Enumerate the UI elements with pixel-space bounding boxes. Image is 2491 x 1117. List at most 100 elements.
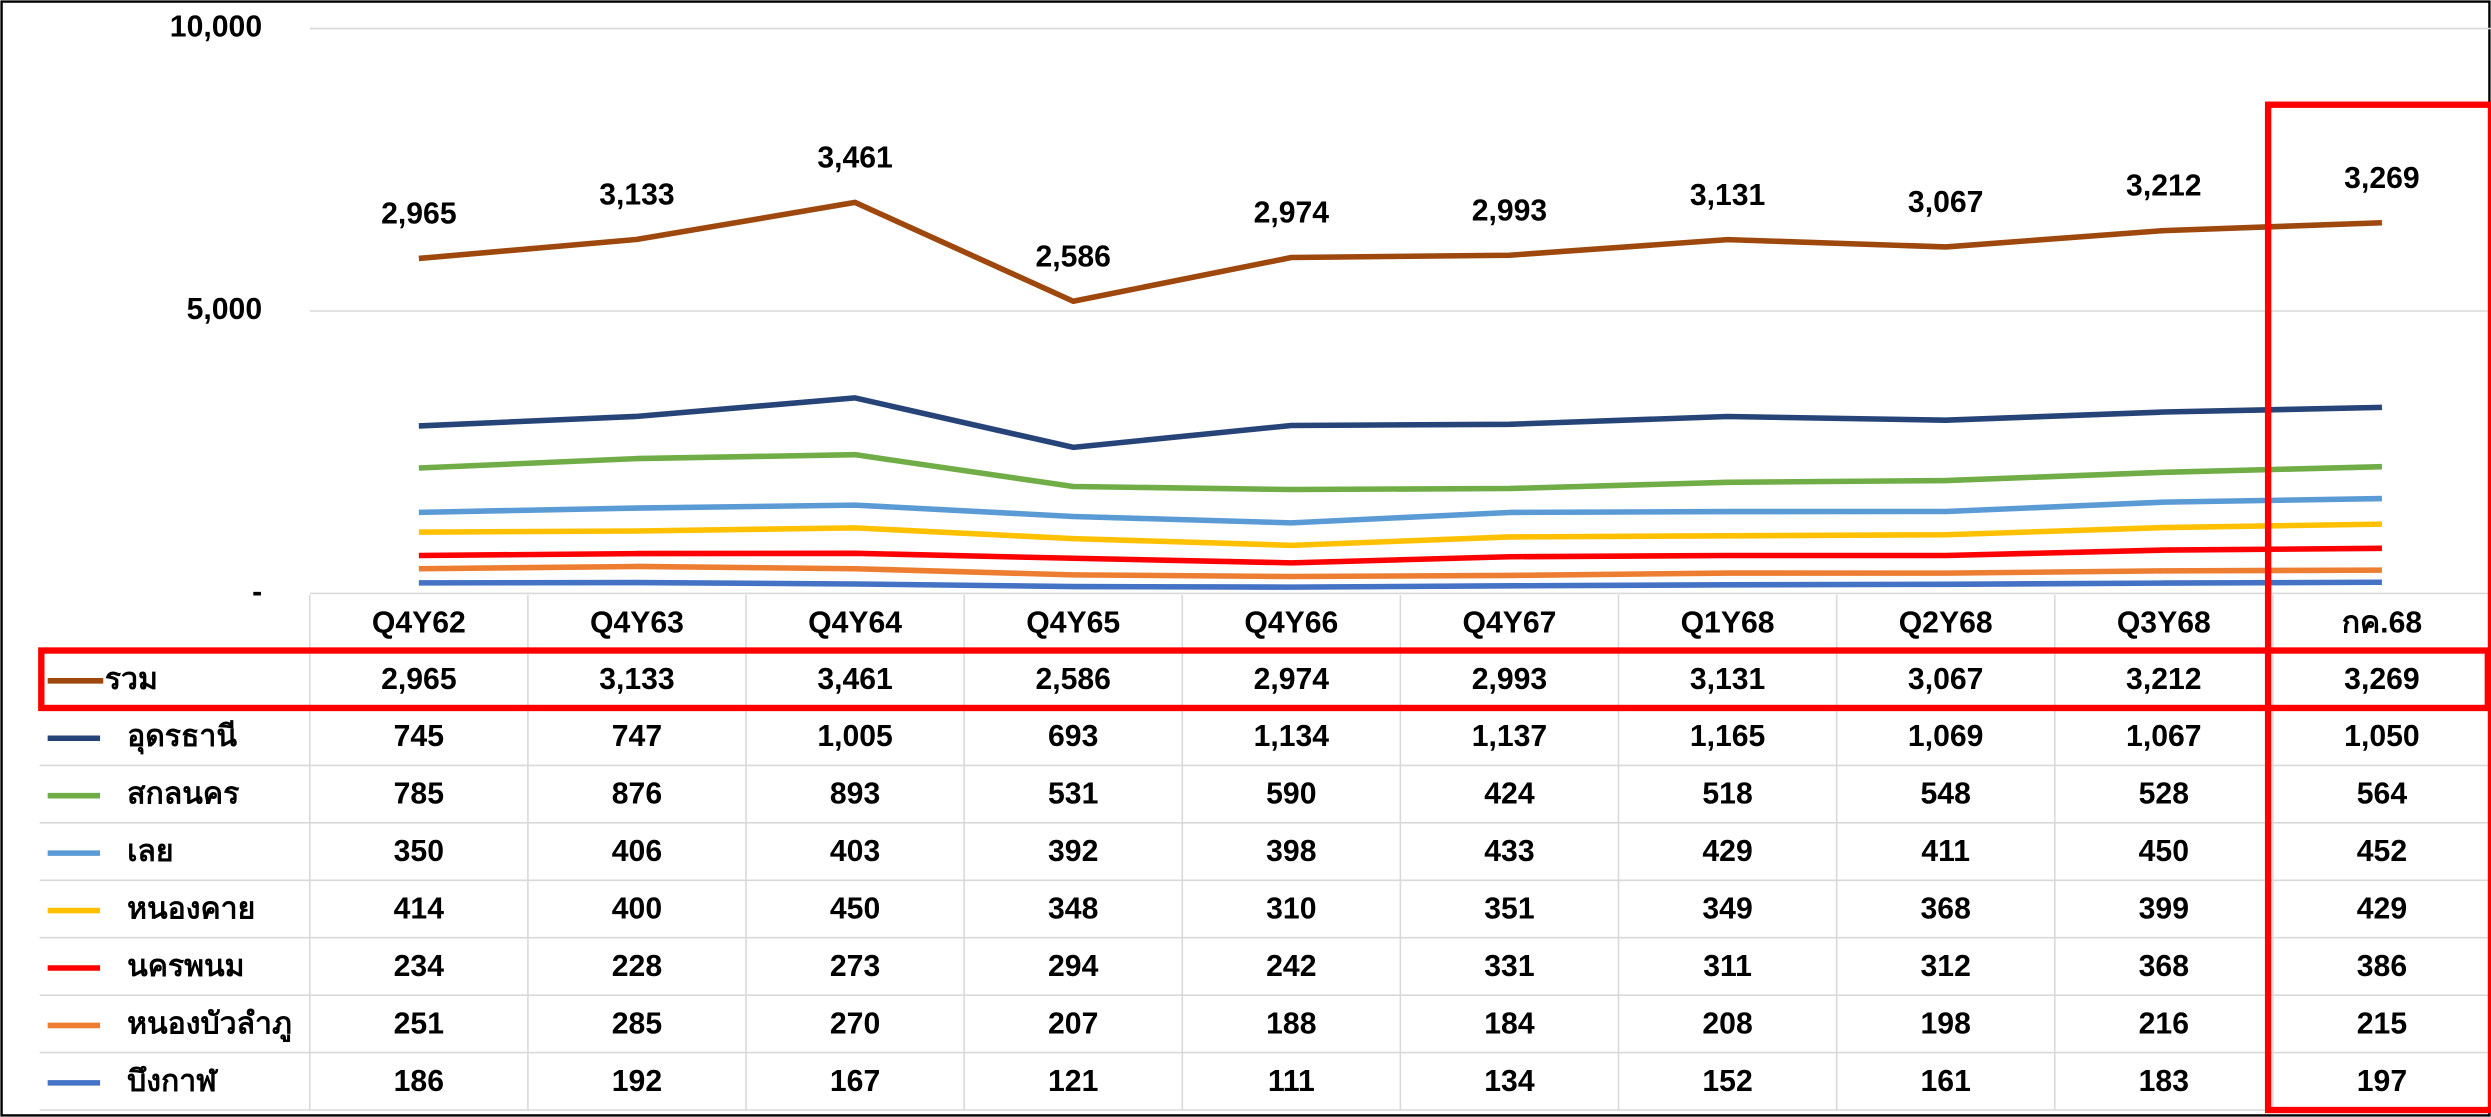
table-cell: 518 bbox=[1702, 778, 1752, 811]
table-cell: 207 bbox=[1048, 1007, 1098, 1040]
table-cell: 424 bbox=[1484, 778, 1535, 811]
legend-label: สกลนคร bbox=[127, 778, 240, 811]
table-cell: 1,069 bbox=[1908, 720, 1984, 753]
x-tick-label: Q4Y66 bbox=[1244, 606, 1338, 639]
table-cell: 349 bbox=[1702, 893, 1752, 926]
table-cell: 429 bbox=[1702, 835, 1752, 868]
table-cell: 450 bbox=[830, 893, 880, 926]
table-cell: 3,461 bbox=[817, 663, 893, 696]
table-cell: 197 bbox=[2357, 1065, 2407, 1098]
y-tick-label: 10,000 bbox=[170, 11, 262, 44]
table-cell: 745 bbox=[394, 720, 444, 753]
table-cell: 785 bbox=[394, 778, 444, 811]
table-cell: 429 bbox=[2357, 893, 2407, 926]
table-cell: 452 bbox=[2357, 835, 2407, 868]
table-cell: 564 bbox=[2357, 778, 2408, 811]
legend-label: อุดรธานี bbox=[127, 720, 237, 755]
series-line bbox=[418, 495, 2382, 526]
table-cell: 234 bbox=[394, 950, 445, 983]
table-cell: 152 bbox=[1702, 1065, 1752, 1098]
series-line bbox=[418, 451, 2383, 493]
table-cell: 2,965 bbox=[381, 663, 457, 696]
legend-label: รวม bbox=[105, 663, 158, 696]
table-cell: 1,134 bbox=[1254, 720, 1330, 753]
series-line bbox=[418, 395, 2382, 451]
table-cell: 251 bbox=[394, 1007, 444, 1040]
table-cell: 528 bbox=[2139, 778, 2189, 811]
table-cell: 3,269 bbox=[2344, 663, 2420, 696]
x-tick-label: Q1Y68 bbox=[1681, 606, 1775, 639]
x-tick-label: กค.68 bbox=[2342, 606, 2422, 639]
table-cell: 2,993 bbox=[1472, 663, 1548, 696]
table-cell: 400 bbox=[612, 893, 662, 926]
table-cell: 242 bbox=[1266, 950, 1316, 983]
table-cell: 228 bbox=[612, 950, 662, 983]
table-cell: 3,131 bbox=[1690, 663, 1766, 696]
table-cell: 414 bbox=[394, 893, 445, 926]
table-cell: 2,586 bbox=[1035, 663, 1111, 696]
table-cell: 392 bbox=[1048, 835, 1098, 868]
table-cell: 134 bbox=[1484, 1065, 1535, 1098]
x-tick-label: Q4Y63 bbox=[590, 606, 684, 639]
legend-label: บึงกาฬ bbox=[127, 1065, 218, 1098]
table-cell: 1,137 bbox=[1472, 720, 1548, 753]
table-cell: 1,005 bbox=[817, 720, 893, 753]
table-cell: 531 bbox=[1048, 778, 1098, 811]
legend-label: หนองบัวลำภู bbox=[127, 1007, 292, 1042]
table-cell: 192 bbox=[612, 1065, 662, 1098]
table-cell: 693 bbox=[1048, 720, 1098, 753]
series-line bbox=[418, 521, 2382, 549]
table-cell: 1,067 bbox=[2126, 720, 2202, 753]
legend-label: เลย bbox=[127, 835, 173, 868]
data-label: 3,067 bbox=[1908, 186, 1984, 219]
table-cell: 747 bbox=[612, 720, 662, 753]
table-cell: 198 bbox=[1921, 1007, 1971, 1040]
table-cell: 3,212 bbox=[2126, 663, 2202, 696]
table-cell: 188 bbox=[1266, 1007, 1316, 1040]
data-label: 3,131 bbox=[1690, 179, 1766, 212]
table-cell: 111 bbox=[1268, 1065, 1315, 1098]
data-label: 2,586 bbox=[1035, 240, 1111, 273]
x-tick-label: Q4Y65 bbox=[1026, 606, 1120, 639]
table-cell: 450 bbox=[2139, 835, 2189, 868]
data-label: 2,974 bbox=[1254, 197, 1330, 230]
table-cell: 331 bbox=[1484, 950, 1534, 983]
table-cell: 186 bbox=[394, 1065, 444, 1098]
data-label: 2,965 bbox=[381, 198, 457, 231]
table-cell: 350 bbox=[394, 835, 444, 868]
table-cell: 294 bbox=[1048, 950, 1099, 983]
series-line bbox=[418, 545, 2382, 566]
x-tick-label: Q3Y68 bbox=[2117, 606, 2211, 639]
table-cell: 590 bbox=[1266, 778, 1316, 811]
table-cell: 273 bbox=[830, 950, 880, 983]
table-cell: 270 bbox=[830, 1007, 880, 1040]
table-cell: 1,050 bbox=[2344, 720, 2420, 753]
table-cell: 208 bbox=[1702, 1007, 1752, 1040]
y-tick-label: 5,000 bbox=[187, 293, 263, 326]
table-cell: 368 bbox=[2139, 950, 2189, 983]
table-cell: 285 bbox=[612, 1007, 662, 1040]
y-tick-label: - bbox=[252, 575, 262, 608]
table-cell: 1,165 bbox=[1690, 720, 1766, 753]
x-tick-label: Q4Y62 bbox=[372, 606, 466, 639]
series-line bbox=[418, 579, 2382, 590]
table-cell: 312 bbox=[1921, 950, 1971, 983]
table-cell: 3,133 bbox=[599, 663, 675, 696]
table-cell: 399 bbox=[2139, 893, 2189, 926]
table-cell: 893 bbox=[830, 778, 880, 811]
data-label: 3,269 bbox=[2344, 162, 2420, 195]
data-label: 2,993 bbox=[1472, 194, 1548, 227]
data-label: 3,133 bbox=[599, 179, 675, 212]
table-cell: 2,974 bbox=[1254, 663, 1330, 696]
table-cell: 403 bbox=[830, 835, 880, 868]
table-cell: 386 bbox=[2357, 950, 2407, 983]
series-line bbox=[418, 563, 2382, 580]
table-cell: 348 bbox=[1048, 893, 1098, 926]
table-cell: 433 bbox=[1484, 835, 1534, 868]
table-cell: 311 bbox=[1703, 950, 1752, 983]
x-tick-label: Q4Y67 bbox=[1462, 606, 1556, 639]
table-cell: 368 bbox=[1921, 893, 1971, 926]
table-cell: 167 bbox=[830, 1065, 880, 1098]
